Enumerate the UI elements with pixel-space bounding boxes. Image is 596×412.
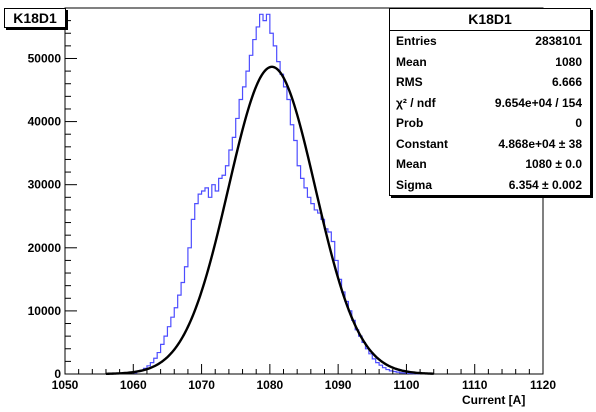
y-tick-label: 40000 [28, 115, 62, 129]
stats-label: Prob [396, 116, 424, 130]
x-tick-label: 1080 [257, 378, 284, 392]
stats-value: 4.868e+04 ± 38 [498, 136, 582, 151]
stats-label: Mean [396, 54, 427, 69]
gaussian-fit-curve [105, 65, 434, 375]
stats-box: K18D1 Entries 2838101 Mean 1080 RMS 6.66… [389, 8, 591, 196]
x-tick-label: 1120 [530, 378, 556, 392]
stats-row-fit-mean: Mean 1080 ± 0.0 [390, 154, 590, 175]
stats-label: Entries [396, 34, 437, 48]
stats-value: 0 [575, 116, 582, 130]
stats-row-rms: RMS 6.666 [390, 72, 590, 93]
x-tick-label: 1090 [325, 378, 352, 392]
stats-label: χ² / ndf [396, 95, 436, 110]
stats-label: Mean [396, 157, 427, 171]
stats-row-entries: Entries 2838101 [390, 31, 590, 52]
stats-box-title: K18D1 [390, 9, 590, 31]
y-tick-label: 30000 [28, 178, 62, 192]
x-tick-label: 1100 [393, 378, 419, 392]
stats-value: 1080 [555, 54, 582, 69]
stats-label: RMS [396, 75, 423, 89]
histogram-series [132, 13, 421, 375]
stats-row-prob: Prob 0 [390, 113, 590, 134]
stats-row-chi2-ndf: χ² / ndf 9.654e+04 / 154 [390, 93, 590, 114]
x-tick-label: 1060 [120, 378, 147, 392]
histogram-title: K18D1 [4, 8, 66, 28]
stats-value: 1080 ± 0.0 [525, 157, 582, 171]
stats-row-sigma: Sigma 6.354 ± 0.002 [390, 175, 590, 196]
stats-value: 9.654e+04 / 154 [494, 95, 582, 110]
y-tick-label: 0 [54, 367, 61, 381]
x-tick-label: 1050 [52, 378, 79, 392]
stats-value: 2838101 [535, 34, 582, 48]
y-tick-label: 50000 [28, 51, 62, 65]
stats-row-mean: Mean 1080 [390, 52, 590, 73]
stats-label: Constant [396, 136, 448, 151]
stats-label: Sigma [396, 177, 433, 192]
x-tick-label: 1070 [188, 378, 215, 392]
stats-value: 6.354 ± 0.002 [508, 177, 582, 192]
x-axis-title: Current [A] [462, 393, 526, 407]
stats-row-constant: Constant 4.868e+04 ± 38 [390, 134, 590, 155]
y-tick-label: 20000 [28, 241, 62, 255]
stats-value: 6.666 [551, 75, 582, 89]
x-tick-label: 1110 [462, 378, 488, 392]
y-tick-label: 10000 [28, 304, 62, 318]
